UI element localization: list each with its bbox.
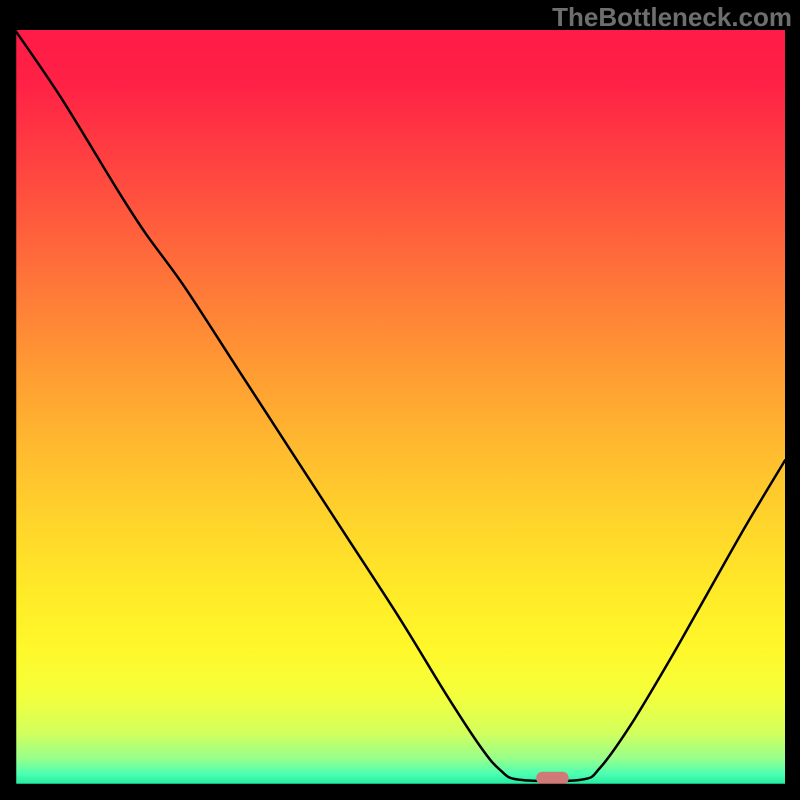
optimal-point-marker	[536, 772, 568, 785]
bottleneck-chart	[0, 0, 800, 800]
chart-container: TheBottleneck.com	[0, 0, 800, 800]
plot-background-gradient	[15, 30, 785, 785]
